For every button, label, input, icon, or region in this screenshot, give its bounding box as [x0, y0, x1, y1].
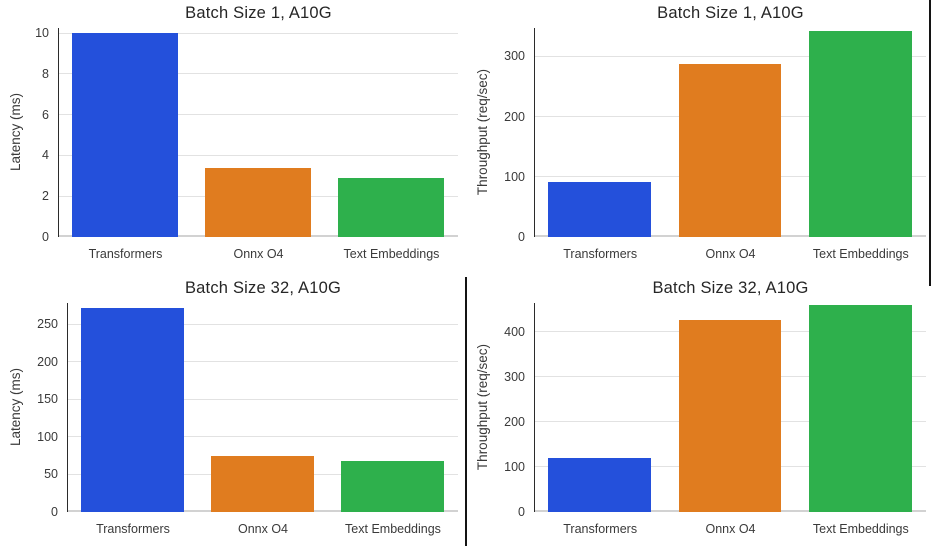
- x-category-label: Text Embeddings: [343, 247, 440, 261]
- gridline: [67, 436, 458, 438]
- plot-area: [533, 28, 926, 237]
- y-tick-label: 4: [42, 148, 49, 163]
- bar-transformers: [548, 181, 652, 237]
- chart-title: Batch Size 32, A10G: [184, 279, 342, 297]
- bar-transformers: [72, 33, 178, 237]
- bar-onnx-o4: [678, 63, 782, 237]
- chart-title: Batch Size 1, A10G: [185, 4, 332, 22]
- y-axis-label-wrap: Latency (ms): [4, 28, 26, 237]
- y-tick-label: 250: [37, 317, 58, 332]
- bar-text-embeddings: [341, 460, 444, 512]
- y-tick-label: 0: [518, 505, 525, 519]
- gridline: [534, 55, 926, 57]
- y-tick-label: 200: [37, 354, 58, 369]
- gridline: [67, 398, 458, 400]
- subplot-4: Batch Size 32, A10G Throughput (req/sec) 0…: [468, 275, 935, 550]
- gridline: [67, 323, 458, 325]
- gridline: [58, 73, 458, 75]
- subplot-3: Batch Size 32, A10G Latency (ms) 0 50 100 150…: [0, 275, 467, 550]
- x-category-label: Text Embeddings: [345, 522, 441, 536]
- gridline: [58, 154, 458, 156]
- x-category-label: Text Embeddings: [812, 522, 909, 536]
- chart-title: Batch Size 32, A10G: [652, 279, 809, 297]
- subplot-1: Batch Size 1, A10G Latency (ms) 0 2 4 6 8 10 Tra…: [0, 0, 467, 275]
- divider-line-right: [929, 0, 931, 286]
- gridline: [67, 361, 458, 363]
- y-tick-label: 0: [518, 230, 525, 244]
- divider-line-center: [465, 277, 467, 546]
- x-category-label: Transformers: [96, 522, 170, 536]
- x-category-label: Onnx O4: [705, 522, 756, 536]
- x-category-label: Text Embeddings: [812, 247, 909, 261]
- bar-text-embeddings: [808, 31, 912, 237]
- y-tick-label: 6: [42, 107, 49, 122]
- y-tick-label: 150: [37, 392, 58, 407]
- plot-area: [57, 28, 458, 237]
- bar-transformers: [548, 457, 652, 512]
- x-category-label: Transformers: [563, 247, 638, 261]
- y-tick-label: 50: [44, 467, 58, 482]
- y-tick-label: 10: [35, 26, 49, 41]
- y-tick-label: 2: [42, 189, 49, 204]
- y-tick-label: 200: [504, 109, 525, 124]
- y-tick-label: 300: [504, 369, 525, 384]
- plot-area: [533, 303, 926, 512]
- y-tick-label: 100: [504, 459, 525, 474]
- y-tick-label: 200: [504, 414, 525, 429]
- y-tick-label: 0: [42, 230, 49, 244]
- y-tick-label: 100: [37, 429, 58, 444]
- chart-title: Batch Size 1, A10G: [657, 4, 804, 22]
- x-category-label: Onnx O4: [237, 522, 289, 536]
- y-tick-label: 100: [504, 169, 525, 184]
- bar-text-embeddings: [338, 177, 444, 237]
- gridline: [58, 32, 458, 34]
- plot-area: [66, 303, 458, 512]
- x-category-label: Onnx O4: [705, 247, 756, 261]
- y-tick-label: 8: [42, 66, 49, 81]
- bar-transformers: [81, 308, 184, 512]
- x-category-label: Onnx O4: [233, 247, 284, 261]
- x-category-label: Transformers: [563, 522, 638, 536]
- bar-onnx-o4: [205, 167, 311, 237]
- y-axis-label: Throughput (req/sec): [475, 344, 490, 471]
- y-tick-label: 400: [504, 324, 525, 339]
- subplot-2: Batch Size 1, A10G Throughput (req/sec) 0 1…: [468, 0, 935, 275]
- gridline: [58, 114, 458, 116]
- y-tick-label: 300: [504, 49, 525, 64]
- bar-onnx-o4: [678, 320, 782, 512]
- y-tick-label: 0: [51, 505, 58, 519]
- bar-onnx-o4: [211, 455, 314, 512]
- x-category-label: Transformers: [88, 247, 163, 261]
- bar-text-embeddings: [808, 304, 912, 512]
